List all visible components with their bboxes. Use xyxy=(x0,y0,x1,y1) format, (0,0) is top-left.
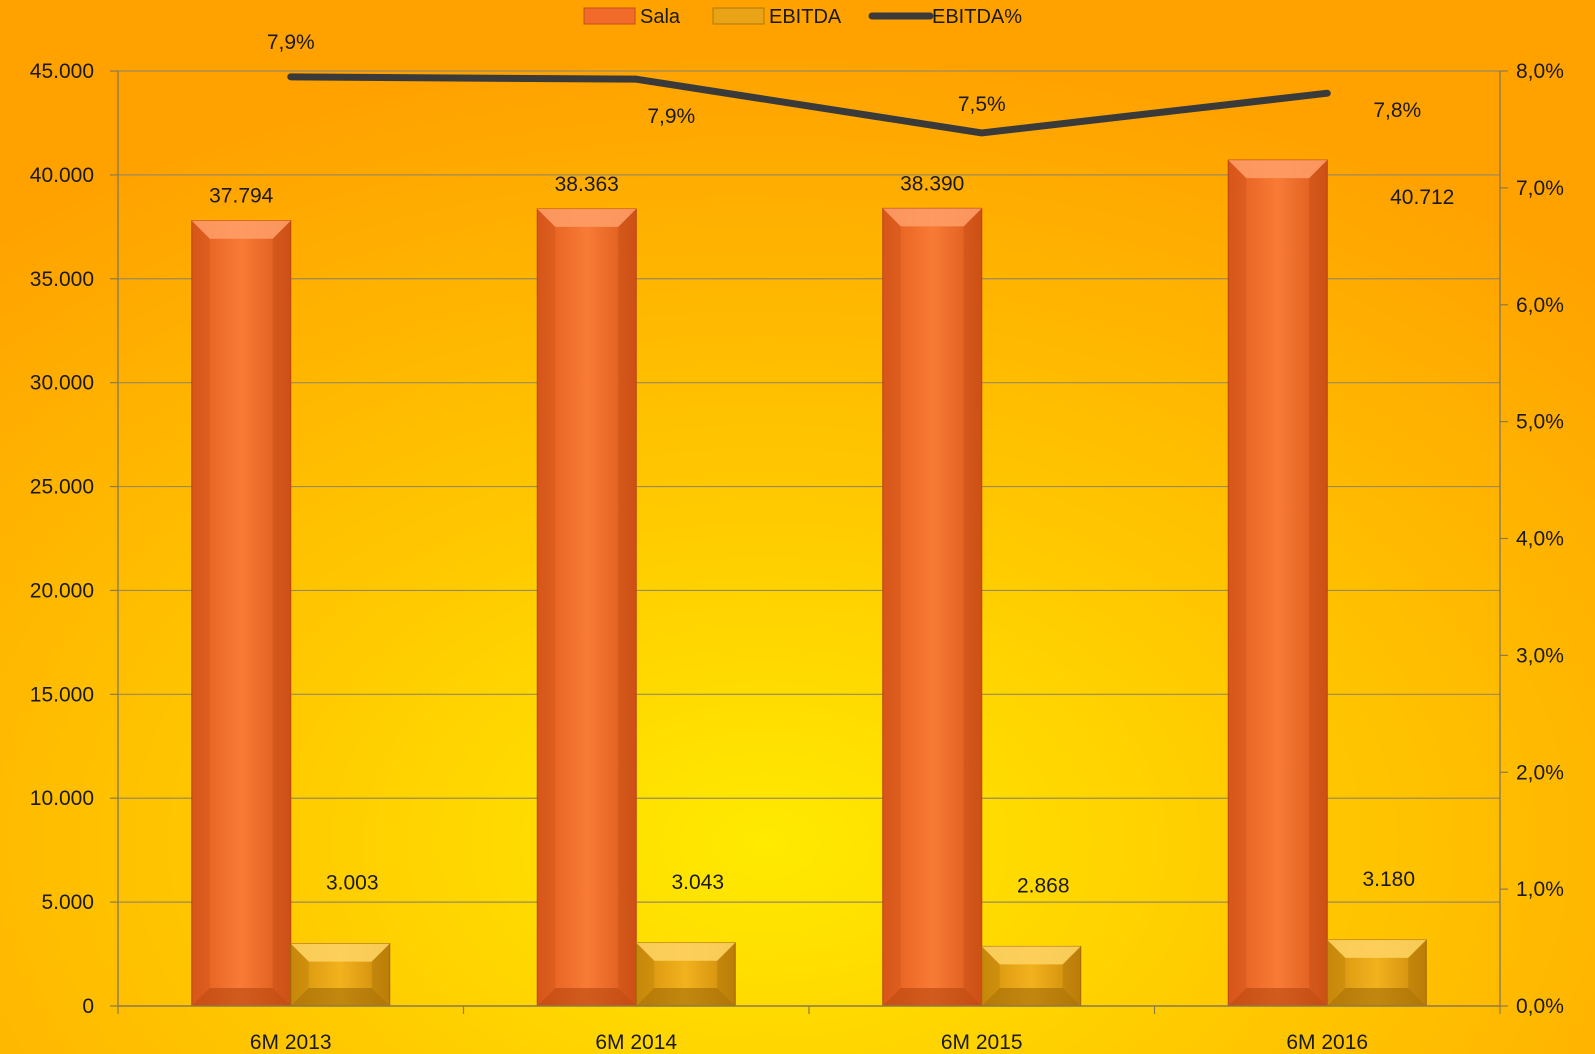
bar-ebitda-bevel-right xyxy=(717,942,736,1006)
y-right-tick-label: 8,0% xyxy=(1516,60,1564,83)
bar-sala xyxy=(191,220,292,1007)
legend-label-sala: Sala xyxy=(640,6,681,28)
legend-swatch-ebitda xyxy=(712,7,765,25)
data-label-sala: 40.712 xyxy=(1390,186,1454,209)
bar-ebitda xyxy=(1326,939,1427,1007)
y-left-tick-label: 40.000 xyxy=(30,164,94,187)
legend-label-ebitda: EBITDA xyxy=(769,6,842,28)
x-tick-label: 6M 2013 xyxy=(250,1031,332,1054)
bar-ebitda-bevel-top xyxy=(290,943,390,962)
data-label-sala: 38.390 xyxy=(900,172,964,195)
y-left-tick-label: 10.000 xyxy=(30,787,94,810)
bar-sala-bevel-top xyxy=(537,208,637,227)
bar-sala-bevel-top xyxy=(191,220,291,239)
y-left-tick-label: 5.000 xyxy=(41,891,94,914)
bar-sala-bevel-right xyxy=(1309,160,1328,1007)
axes: 0 5.000 10.000 15.000 20.000 25.000 30.000 35.0… xyxy=(30,60,1564,1054)
bar-sala-bevel-bottom xyxy=(191,988,291,1006)
data-label-ebitda-pct: 7,9% xyxy=(267,31,315,54)
bar-ebitda-bevel-left xyxy=(290,943,309,1006)
y-left-tick-label: 30.000 xyxy=(30,372,94,395)
x-tick-label: 6M 2014 xyxy=(595,1031,677,1054)
bar-sala-bevel-bottom xyxy=(537,988,637,1006)
y-left-tick-label: 35.000 xyxy=(30,268,94,291)
line-point-ebitda-pct xyxy=(1326,92,1329,95)
data-label-ebitda: 3.003 xyxy=(326,872,379,895)
x-tick-label: 6M 2016 xyxy=(1286,1031,1368,1054)
bar-sala-bevel-left xyxy=(882,208,901,1006)
y-right-tick-label: 3,0% xyxy=(1516,644,1564,667)
data-labels: 37.794 3.003 38.363 3.043 38.390 2.868 40.712 3… xyxy=(209,31,1454,898)
y-right-tick-label: 6,0% xyxy=(1516,294,1564,317)
data-label-ebitda: 3.180 xyxy=(1362,868,1415,891)
bar-ebitda-bevel-right xyxy=(371,943,390,1006)
bar-ebitda-bevel-bottom xyxy=(290,988,390,1006)
y-left-tick-label: 20.000 xyxy=(30,579,94,602)
bar-ebitda-bevel-bottom xyxy=(981,988,1081,1006)
x-tick-label: 6M 2015 xyxy=(941,1031,1023,1054)
line-point-ebitda-pct xyxy=(635,78,638,81)
data-label-ebitda: 3.043 xyxy=(671,871,724,894)
line-point-ebitda-pct xyxy=(980,131,983,134)
bar-sala-bevel-bottom xyxy=(882,988,982,1006)
bar-ebitda-bevel-right xyxy=(1408,939,1427,1006)
bar-sala-bevel-top xyxy=(1228,160,1328,179)
bar-sala xyxy=(882,207,983,1007)
bar-ebitda-bevel-bottom xyxy=(1327,988,1427,1006)
bar-ebitda-bevel-top xyxy=(981,946,1081,965)
legend-swatch-sala xyxy=(583,7,636,25)
y-left-tick-label: 0 xyxy=(82,995,94,1018)
data-label-sala: 37.794 xyxy=(209,185,274,208)
bar-sala-bevel-right xyxy=(272,220,291,1006)
bar-ebitda-bevel-top xyxy=(636,942,736,961)
bar-sala-bevel-left xyxy=(191,220,210,1006)
bar-ebitda-bevel-right xyxy=(1062,946,1081,1006)
bar-ebitda xyxy=(981,945,1082,1007)
bar-sala xyxy=(1227,159,1328,1007)
line-ebitda-pct xyxy=(287,73,1331,137)
y-right-tick-label: 0,0% xyxy=(1516,995,1564,1018)
bar-ebitda xyxy=(635,942,736,1007)
bar-sala-body xyxy=(191,220,292,1007)
y-right-tick-label: 1,0% xyxy=(1516,878,1564,901)
bar-sala-bevel-top xyxy=(882,208,982,227)
legend-label-ebitda-pct: EBITDA% xyxy=(932,6,1022,28)
y-right-tick-label: 4,0% xyxy=(1516,528,1564,551)
data-label-ebitda-pct: 7,5% xyxy=(958,93,1006,116)
data-label-sala: 38.363 xyxy=(555,173,619,196)
legend: Sala EBITDA EBITDA% xyxy=(583,6,1022,28)
bar-sala-bevel-left xyxy=(537,208,556,1007)
data-label-ebitda-pct: 7,8% xyxy=(1373,99,1421,122)
bar-ebitda-bevel-top xyxy=(1327,939,1427,958)
bar-sala-bevel-right xyxy=(618,208,637,1007)
bar-sala xyxy=(536,208,637,1007)
y-right-tick-label: 2,0% xyxy=(1516,761,1564,784)
bar-ebitda-bevel-left xyxy=(981,946,1000,1006)
y-right-tick-label: 5,0% xyxy=(1516,411,1564,434)
bar-sala-bevel-left xyxy=(1228,160,1247,1007)
data-label-ebitda-pct: 7,9% xyxy=(647,105,695,128)
line-point-ebitda-pct xyxy=(289,75,292,78)
bar-sala-bevel-right xyxy=(963,208,982,1006)
bar-ebitda-bevel-bottom xyxy=(636,988,736,1006)
y-left-tick-label: 15.000 xyxy=(30,683,94,706)
bar-sala-body xyxy=(1227,159,1328,1007)
ebitda-pct-line xyxy=(287,73,1331,137)
bar-ebitda-bevel-left xyxy=(1327,939,1346,1006)
bar-ebitda-bevel-left xyxy=(636,942,655,1006)
bar-ebitda xyxy=(290,943,391,1007)
data-label-ebitda: 2.868 xyxy=(1017,874,1070,897)
bar-sala-bevel-bottom xyxy=(1228,988,1328,1006)
y-left-tick-label: 45.000 xyxy=(30,60,94,83)
bars xyxy=(191,159,1427,1007)
y-left-tick-label: 25.000 xyxy=(30,476,94,499)
y-right-tick-label: 7,0% xyxy=(1516,177,1564,200)
